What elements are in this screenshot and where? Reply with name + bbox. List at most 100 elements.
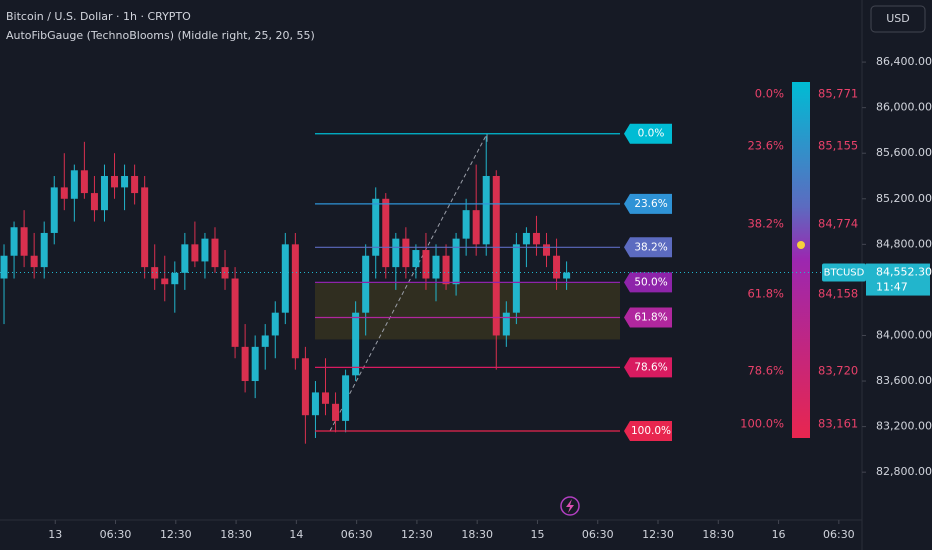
candle-body xyxy=(20,227,28,256)
candle-body xyxy=(191,244,199,262)
gauge-level: 38.2% xyxy=(747,217,784,231)
fib-tag-label: 38.2% xyxy=(634,241,667,253)
time-tick-label: 18:30 xyxy=(702,528,734,541)
countdown: 11:47 xyxy=(876,281,908,294)
fib-tag-label: 78.6% xyxy=(634,361,667,373)
fib-tag xyxy=(624,237,672,258)
time-tick-label: 14 xyxy=(289,528,303,541)
time-tick-label: 06:30 xyxy=(582,528,614,541)
candle-body xyxy=(563,272,571,279)
indicator-title: AutoFibGauge (TechnoBlooms) (Middle righ… xyxy=(6,29,315,42)
candle-body xyxy=(452,238,460,285)
candle-body xyxy=(231,278,239,347)
time-tick-label: 18:30 xyxy=(461,528,493,541)
time-tick-label: 18:30 xyxy=(220,528,252,541)
time-tick-label: 12:30 xyxy=(401,528,433,541)
candle-body xyxy=(251,346,259,382)
candle-body xyxy=(161,278,169,285)
candle-body xyxy=(60,187,68,199)
time-tick-label: 06:30 xyxy=(823,528,855,541)
candle-body xyxy=(412,250,420,268)
candle-body xyxy=(151,267,159,279)
candle-body xyxy=(472,210,480,245)
fib-tag xyxy=(624,307,672,328)
candle-body xyxy=(201,238,209,262)
currency-button[interactable] xyxy=(870,5,926,33)
candle-body xyxy=(392,238,400,268)
gauge-level: 0.0% xyxy=(755,87,784,101)
candle-body xyxy=(171,272,179,285)
candle-body xyxy=(100,175,108,211)
alert-bolt xyxy=(566,499,574,513)
candle-body xyxy=(442,255,450,285)
candle-body xyxy=(131,175,139,194)
candle-body xyxy=(512,244,520,313)
price-tick-label: 84,000.00 xyxy=(876,328,932,341)
fib-tag-label: 50.0% xyxy=(634,276,667,288)
candle-body xyxy=(40,232,48,268)
candle-body xyxy=(321,392,329,404)
candle-body xyxy=(10,227,18,256)
candle-body xyxy=(362,255,370,313)
fib-tag-label: 61.8% xyxy=(634,311,667,323)
fib-tag xyxy=(624,272,672,293)
candle-body xyxy=(281,244,289,313)
gauge-level: 23.6% xyxy=(747,139,784,153)
golden-zone xyxy=(315,282,620,340)
gauge-price: 83,720 xyxy=(818,364,858,378)
candle-body xyxy=(502,312,510,336)
candle-body xyxy=(482,175,490,245)
fib-tag xyxy=(624,193,672,214)
time-tick-label: 06:30 xyxy=(341,528,373,541)
candle-body xyxy=(301,358,309,416)
fib-tag xyxy=(624,421,672,442)
price-tick-label: 86,400.00 xyxy=(876,55,932,68)
price-tick-label: 85,200.00 xyxy=(876,192,932,205)
price-tick-label: 86,000.00 xyxy=(876,101,932,114)
fib-tag xyxy=(624,357,672,378)
time-tick-label: 12:30 xyxy=(160,528,192,541)
gauge-price: 83,161 xyxy=(818,417,858,431)
fib-tag-label: 23.6% xyxy=(634,198,667,210)
time-tick-label: 13 xyxy=(48,528,62,541)
fib-tag-label: 0.0% xyxy=(638,128,665,140)
candle-body xyxy=(532,232,540,245)
candle-body xyxy=(352,312,360,376)
candle-body xyxy=(70,170,78,199)
price-tag xyxy=(866,263,930,296)
time-tick-label: 06:30 xyxy=(100,528,132,541)
gauge-level: 61.8% xyxy=(747,287,784,301)
gauge-price: 84,158 xyxy=(818,287,858,301)
candle-body xyxy=(221,267,229,279)
last-price-label: 84,552.30 xyxy=(876,266,932,279)
fib-tag-label: 100.0% xyxy=(631,425,671,437)
candle-body xyxy=(372,198,380,256)
candle-body xyxy=(311,392,319,416)
candle-body xyxy=(462,210,470,239)
price-tick-label: 83,200.00 xyxy=(876,420,932,433)
gauge-price: 84,774 xyxy=(818,217,858,231)
time-tick-label: 12:30 xyxy=(642,528,674,541)
candle-body xyxy=(111,175,119,188)
alert-icon[interactable] xyxy=(560,496,580,516)
candle-body xyxy=(241,346,249,382)
gauge-price: 85,771 xyxy=(818,87,858,101)
time-tick-label: 16 xyxy=(772,528,786,541)
time-tick-label: 15 xyxy=(530,528,544,541)
candle-body xyxy=(211,238,219,268)
candle-body xyxy=(80,170,88,194)
gauge-level: 78.6% xyxy=(747,364,784,378)
price-tick-label: 84,800.00 xyxy=(876,237,932,250)
candle-body xyxy=(50,187,58,233)
symbol-label: BTCUSD xyxy=(824,268,865,279)
candle-body xyxy=(543,244,551,256)
candle-body xyxy=(271,312,279,336)
fib-tag xyxy=(624,123,672,144)
symbol-tag xyxy=(822,263,866,282)
candle-body xyxy=(342,375,350,421)
gauge-price: 85,155 xyxy=(818,139,858,153)
candle-body xyxy=(0,255,8,279)
candle-body xyxy=(291,244,299,359)
alert-ring xyxy=(560,496,580,516)
